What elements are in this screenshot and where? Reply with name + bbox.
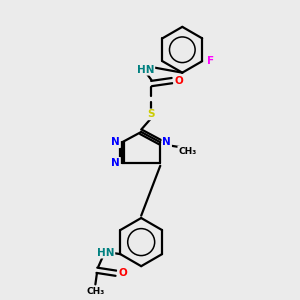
Text: N: N [111,158,120,168]
Text: S: S [148,110,155,119]
Text: O: O [118,268,127,278]
Text: CH₃: CH₃ [86,287,104,296]
Text: HN: HN [137,65,154,75]
Text: HN: HN [97,248,114,258]
Text: N: N [111,137,120,147]
Text: N: N [162,137,171,147]
Text: O: O [174,76,183,85]
Text: F: F [207,56,214,66]
Text: CH₃: CH₃ [178,147,196,156]
